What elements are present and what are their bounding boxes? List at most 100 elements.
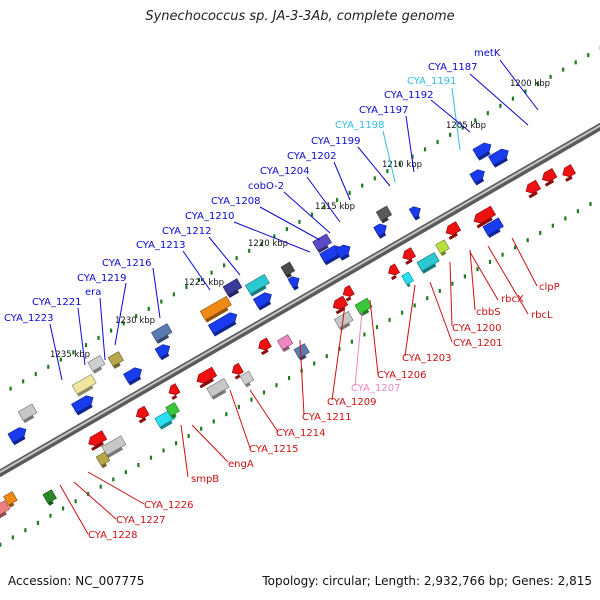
forward-gene [199,295,232,323]
reverse-gene-label: CYA_1201 [453,338,502,349]
forward-gene-label: cobO-2 [248,181,284,192]
reverse-leader-line [487,245,529,315]
forward-tick [248,248,251,253]
forward-gene [244,273,270,297]
accession-text: Accession: NC_007775 [8,574,145,588]
reverse-gene [333,311,354,331]
reverse-gene [88,430,108,451]
reverse-tick [237,404,240,409]
reverse-tick [49,513,52,518]
reverse-tick [438,288,441,293]
forward-tick [22,379,25,384]
forward-gene [71,395,94,416]
reverse-tick [501,252,504,257]
reverse-leader-line [331,304,346,401]
forward-tick [524,89,527,94]
reverse-gene-label: CYA_1206 [377,370,426,381]
forward-gene-label: CYA_1208 [211,196,260,207]
reverse-leader-line [404,284,416,357]
forward-leader-line [469,73,529,126]
reverse-tick [11,535,14,540]
reverse-gene [258,337,272,356]
reverse-leader-line [180,424,189,478]
reverse-gene [445,221,462,240]
reverse-gene-label: CYA_1214 [276,428,325,439]
forward-tick [310,212,314,217]
forward-tick [587,53,590,58]
reverse-gene [525,179,542,199]
forward-tick [260,241,263,246]
forward-gene-label: CYA_1197 [359,105,408,116]
reverse-gene-label: engA [228,459,254,470]
forward-gene [280,261,296,279]
forward-tick [298,219,301,224]
reverse-tick [325,354,328,359]
scale-label: 1220 kbp [248,239,288,249]
scale-label: 1235 kbp [50,350,90,360]
scale-label: 1210 kbp [382,160,422,170]
reverse-gene [196,366,218,389]
forward-gene [375,205,393,224]
reverse-gene [231,362,244,380]
forward-tick [135,314,138,319]
forward-tick [373,176,376,181]
forward-gene [287,276,300,291]
forward-gene [123,367,142,386]
reverse-tick [112,477,115,482]
reverse-gene [206,378,230,400]
reverse-tick [24,528,27,533]
reverse-gene [3,491,18,508]
forward-tick [511,96,515,101]
reverse-gene-label: CYA_1215 [249,444,298,455]
forward-tick [59,357,62,362]
forward-leader-line [49,323,63,381]
forward-gene-label: era [85,287,101,298]
reverse-gene-label: CYA_1211 [302,412,351,423]
reverse-gene [0,500,11,519]
forward-tick [160,299,163,304]
forward-tick [34,372,37,377]
reverse-tick [451,281,454,286]
forward-tick [122,321,125,326]
forward-gene-label: metK [474,48,501,59]
reverse-gene [482,217,504,239]
forward-tick [386,169,389,174]
reverse-tick [401,310,404,315]
forward-tick [97,335,100,340]
forward-gene-label: CYA_1221 [32,297,81,308]
genome-backbone-highlight [0,124,600,474]
forward-tick [84,343,88,348]
forward-gene-label: CYA_1213 [136,240,185,251]
reverse-gene [276,334,294,353]
forward-tick [185,285,188,290]
reverse-leader-line [299,339,305,416]
forward-gene [472,142,492,161]
reverse-gene-label: CYA_1226 [144,500,193,511]
reverse-tick [137,462,140,467]
forward-gene-label: CYA_1216 [102,258,151,269]
scale-label: 1230 kbp [115,316,155,326]
reverse-gene-label: CYA_1228 [88,530,137,541]
reverse-tick [413,303,416,308]
reverse-tick [225,412,228,417]
forward-leader-line [208,236,241,276]
reverse-tick [313,361,316,366]
reverse-leader-line [354,311,363,387]
forward-tick [147,306,150,311]
reverse-gene [541,167,558,187]
forward-leader-line [114,282,127,346]
reverse-tick [287,375,291,380]
reverse-tick [250,397,253,402]
reverse-gene-label: rbcL [531,310,553,321]
reverse-gene-label: CYA_1209 [327,397,376,408]
forward-leader-line [357,146,391,187]
reverse-gene [562,164,576,182]
reverse-tick [476,267,479,272]
reverse-gene [293,343,310,361]
forward-tick [499,103,502,108]
reverse-gene [354,297,373,317]
forward-gene [154,344,171,361]
forward-tick [436,140,439,145]
reverse-tick [576,209,580,214]
scale-label: 1215 kbp [315,202,355,212]
